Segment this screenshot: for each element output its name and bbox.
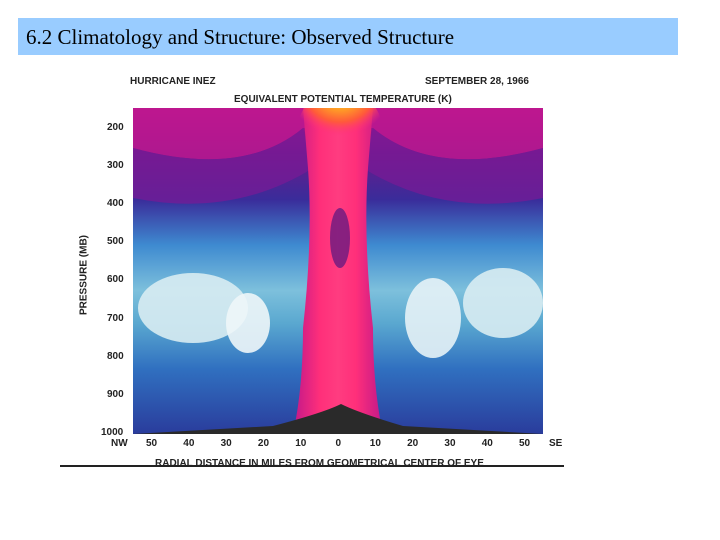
storm-name: HURRICANE INEZ xyxy=(130,76,216,87)
slide-title: 6.2 Climatology and Structure: Observed … xyxy=(26,25,455,49)
cool-pocket-right-2 xyxy=(463,268,543,338)
upper-outflow xyxy=(133,108,543,160)
y-tick-300: 300 xyxy=(107,160,124,172)
x-tick-8: 30 xyxy=(444,438,456,449)
x-tick-0: 50 xyxy=(146,438,158,449)
y-tick-500: 500 xyxy=(107,236,124,248)
x-tick-4: 10 xyxy=(295,438,307,449)
x-tick-9: 40 xyxy=(481,438,493,449)
x-tick-3: 20 xyxy=(257,438,270,449)
x-left-direction: NW xyxy=(111,438,128,449)
y-tick-400: 400 xyxy=(107,198,124,210)
y-tick-1000: 1000 xyxy=(101,426,124,438)
slide-title-bar: 6.2 Climatology and Structure: Observed … xyxy=(18,18,678,55)
cool-pocket-left xyxy=(138,273,248,343)
cool-pocket-right xyxy=(405,278,461,358)
x-tick-10: 50 xyxy=(519,438,531,449)
outflow-left xyxy=(133,128,313,204)
surface-mound xyxy=(133,404,543,434)
theta-e-cross-section xyxy=(133,108,543,434)
x-tick-2: 30 xyxy=(220,438,232,449)
warm-core xyxy=(293,108,383,434)
y-axis-label: PRESSURE (MB) xyxy=(78,234,90,316)
cool-pocket-left-2 xyxy=(226,293,270,353)
eye-minimum xyxy=(330,208,350,268)
x-axis-label: RADIAL DISTANCE IN MILES FROM GEOMETRICA… xyxy=(155,458,484,469)
y-tick-700: 700 xyxy=(107,312,124,324)
x-tick-6: 10 xyxy=(369,438,381,449)
y-tick-600: 600 xyxy=(107,274,124,286)
figure-heading: EQUIVALENT POTENTIAL TEMPERATURE (K) xyxy=(234,94,452,105)
y-tick-900: 900 xyxy=(107,388,124,400)
x-right-direction: SE xyxy=(549,438,563,449)
x-tick-7: 20 xyxy=(407,438,419,449)
y-tick-200: 200 xyxy=(107,122,124,133)
x-tick-1: 40 xyxy=(183,438,195,449)
upper-warm-anomaly xyxy=(298,108,382,166)
y-tick-800: 800 xyxy=(107,350,124,362)
figure-date: SEPTEMBER 28, 1966 xyxy=(425,76,529,87)
x-axis-line xyxy=(60,465,564,467)
outflow-right xyxy=(363,128,543,204)
x-tick-5: 0 xyxy=(335,438,342,449)
